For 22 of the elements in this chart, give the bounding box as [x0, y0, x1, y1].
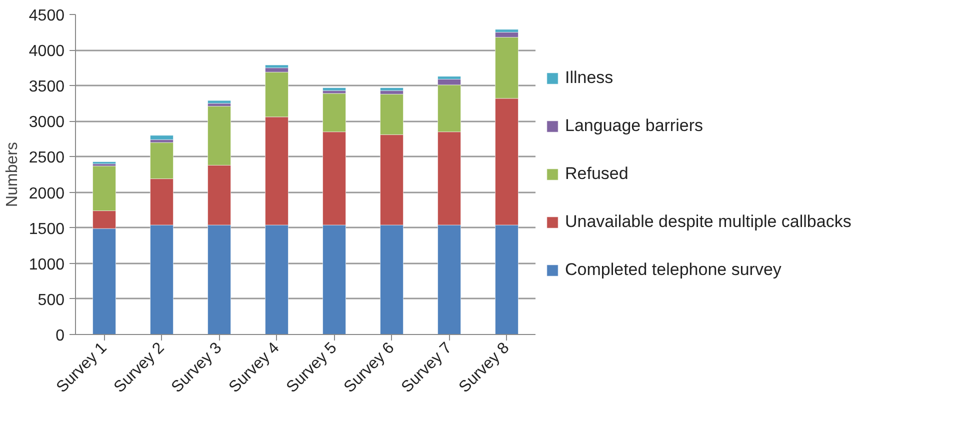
bar: [265, 64, 288, 68]
y-axis-title: Numbers: [4, 142, 21, 207]
y-tick-label: 4500: [28, 8, 65, 24]
y-tick-label: 1000: [28, 256, 65, 274]
y-tick-label: 2000: [28, 185, 65, 202]
y-tick-label: 500: [38, 292, 65, 309]
y-tick-label: 3000: [28, 114, 65, 132]
legend-label: Completed telephone survey: [565, 260, 782, 280]
legend-label: Unavailable despite multiple callbacks: [565, 212, 852, 232]
bar: [150, 135, 174, 140]
legend-label: Refused: [565, 164, 628, 184]
bar: [208, 100, 231, 104]
y-tick-label: 3500: [28, 78, 65, 96]
legend-label: Language barriers: [565, 116, 703, 136]
legend-label: Illness: [565, 68, 614, 88]
bar: [380, 87, 404, 91]
bar: [322, 87, 346, 91]
y-tick-label: 0: [56, 328, 65, 344]
bar: [92, 161, 116, 164]
y-tick-label: 1500: [28, 220, 65, 238]
y-tick-label: 2500: [28, 150, 65, 167]
y-tick-label: 4000: [28, 43, 65, 60]
